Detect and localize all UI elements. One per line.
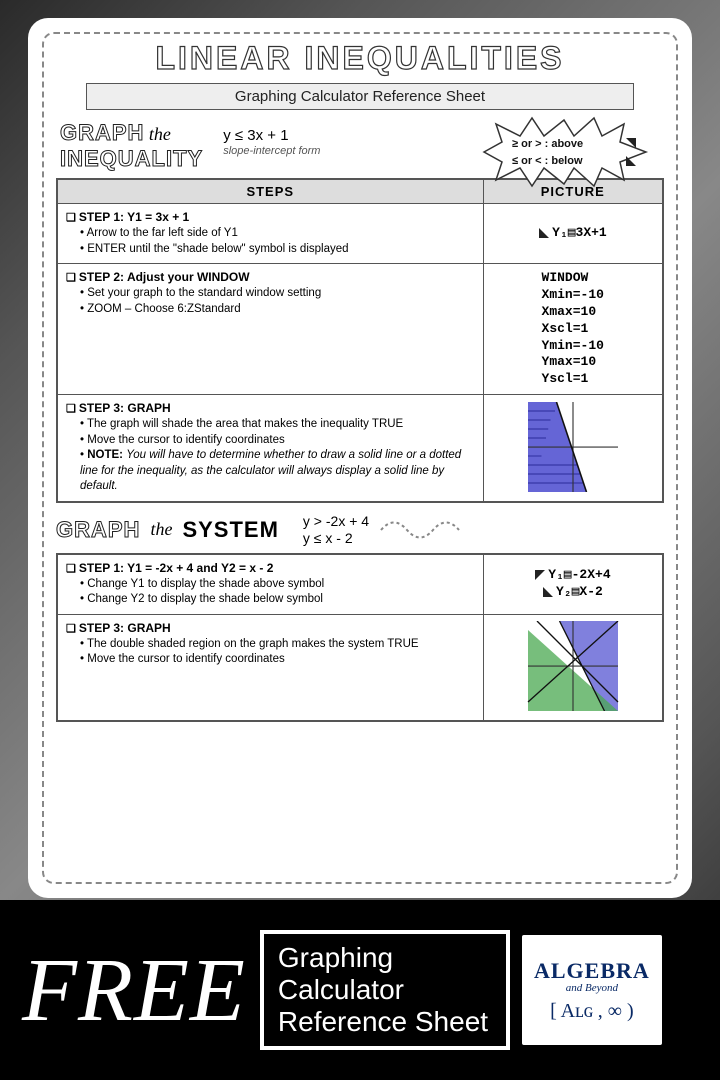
section2-word-system: SYSTEM: [182, 517, 278, 543]
logo-title: ALGEBRA: [534, 958, 650, 984]
t2r2-b1: The double shaded region on the graph ma…: [80, 637, 475, 653]
t2r2-label: STEP 3: GRAPH: [66, 621, 171, 635]
sys-eq2: y ≤ x - 2: [303, 530, 369, 547]
shade-above-icon: [535, 570, 545, 580]
t1-row1: STEP 1: Y1 = 3x + 1 Arrow to the far lef…: [57, 204, 663, 264]
t1r1-b1: Arrow to the far left side of Y1: [80, 226, 475, 242]
system-graph: [493, 621, 653, 711]
logo-interval: [ Aʟɢ , ∞ ): [550, 1000, 634, 1023]
subtitle-bar: Graphing Calculator Reference Sheet: [86, 83, 634, 110]
starburst-callout: ≥ or > : above ≤ or < : below: [474, 114, 654, 190]
section2-heading: GRAPH the SYSTEM y > -2x + 4 y ≤ x - 2: [56, 513, 664, 547]
logo-subtitle: and Beyond: [566, 982, 618, 994]
section1-equation: y ≤ 3x + 1: [223, 127, 320, 145]
t2r1-picture: Y₁▤-2X+4 Y₂▤X-2: [483, 554, 663, 615]
t1r2-label: STEP 2: Adjust your WINDOW: [66, 270, 250, 284]
free-text: FREE: [22, 939, 246, 1042]
t1r1-picture: Y₁▤3X+1: [483, 204, 663, 264]
t1r3-note: NOTE: You will have to determine whether…: [80, 448, 475, 495]
calc-line-1: Y₁▤3X+1: [552, 225, 607, 242]
promo-band: FREE Graphing Calculator Reference Sheet…: [0, 900, 720, 1080]
starburst-line1: ≥ or > : above: [512, 138, 583, 150]
promo-box: Graphing Calculator Reference Sheet: [260, 930, 510, 1051]
t1-row3: STEP 3: GRAPH The graph will shade the a…: [57, 395, 663, 502]
section1-word-the: the: [149, 124, 171, 144]
t1r2-b2: ZOOM – Choose 6:ZStandard: [80, 302, 475, 318]
worksheet-page: LINEAR INEQUALITIES Graphing Calculator …: [28, 18, 692, 898]
t1-row2: STEP 2: Adjust your WINDOW Set your grap…: [57, 264, 663, 395]
t2r1-b1: Change Y1 to display the shade above sym…: [80, 577, 475, 593]
shade-below-icon: [543, 587, 553, 597]
t2-row2: STEP 3: GRAPH The double shaded region o…: [57, 614, 663, 721]
brand-logo: ALGEBRA and Beyond [ Aʟɢ , ∞ ): [522, 935, 662, 1045]
section1-word-inequality: INEQUALITY: [60, 146, 203, 171]
t1r1-label: STEP 1: Y1 = 3x + 1: [66, 210, 189, 224]
t1r3-b1: The graph will shade the area that makes…: [80, 417, 475, 433]
col-steps: STEPS: [57, 179, 483, 204]
inequality-graph: [493, 402, 653, 492]
section2-word-the: the: [150, 519, 172, 540]
system-equations: y > -2x + 4 y ≤ x - 2: [303, 513, 369, 547]
section1-word-graph: GRAPH: [60, 120, 144, 145]
t2r1-label: STEP 1: Y1 = -2x + 4 and Y2 = x - 2: [66, 561, 273, 575]
t1r3-b2: Move the cursor to identify coordinates: [80, 433, 475, 449]
section1-eq-note: slope-intercept form: [223, 145, 320, 158]
section2-word-graph: GRAPH: [56, 517, 140, 543]
section1-equation-block: y ≤ 3x + 1 slope-intercept form: [223, 127, 320, 158]
sys-eq1: y > -2x + 4: [303, 513, 369, 530]
scribble-decoration: [379, 513, 469, 547]
starburst-line2: ≤ or < : below: [512, 155, 583, 167]
t2-row1: STEP 1: Y1 = -2x + 4 and Y2 = x - 2 Chan…: [57, 554, 663, 615]
steps-table-1: STEPS PICTURE STEP 1: Y1 = 3x + 1 Arrow …: [56, 178, 664, 503]
t2r1-b2: Change Y2 to display the shade below sym…: [80, 592, 475, 608]
section1-heading: GRAPH the INEQUALITY y ≤ 3x + 1 slope-in…: [60, 120, 664, 172]
page-title: LINEAR INEQUALITIES: [56, 40, 664, 77]
t1r1-b2: ENTER until the "shade below" symbol is …: [80, 242, 475, 258]
window-settings: WINDOW Xmin=-10 Xmax=10 Xscl=1 Ymin=-10 …: [542, 270, 604, 388]
steps-table-2: STEP 1: Y1 = -2x + 4 and Y2 = x - 2 Chan…: [56, 553, 664, 722]
t1r2-b1: Set your graph to the standard window se…: [80, 286, 475, 302]
shade-below-icon: [539, 228, 549, 238]
t1r3-label: STEP 3: GRAPH: [66, 401, 171, 415]
t2r2-b2: Move the cursor to identify coordinates: [80, 652, 475, 668]
